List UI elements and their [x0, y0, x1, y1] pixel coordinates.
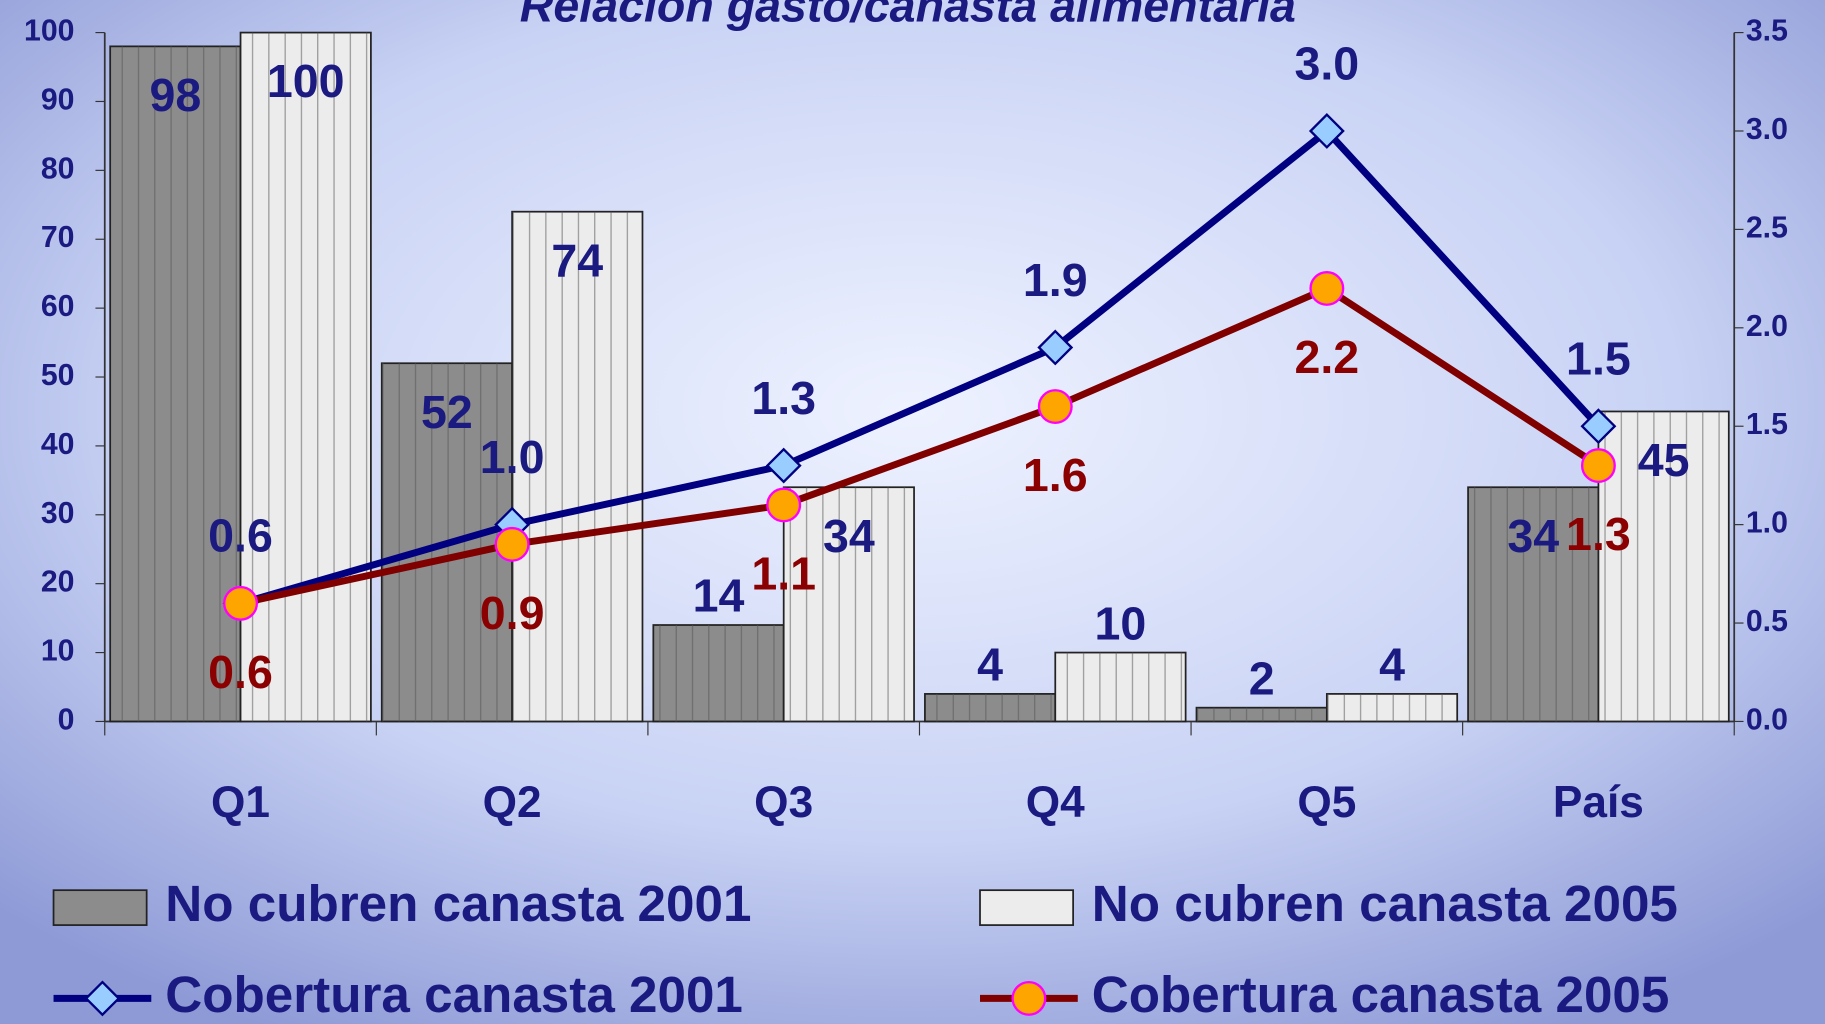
- line-label: 0.6: [208, 646, 273, 698]
- bar-label: 34: [823, 510, 875, 562]
- bar-label: 34: [1507, 510, 1559, 562]
- bar-label: 4: [1379, 639, 1405, 691]
- y2-tick-label: 1.0: [1746, 507, 1788, 540]
- y2-tick-label: 2.5: [1746, 211, 1788, 244]
- y2-tick-label: 3.5: [1746, 15, 1788, 48]
- x-tick-label: Q3: [754, 778, 813, 827]
- y-tick-label: 50: [41, 359, 75, 392]
- y-tick-label: 90: [41, 83, 75, 116]
- line-label: 1.0: [480, 431, 545, 483]
- bar-label: 45: [1638, 434, 1690, 486]
- bar-pattern: [1196, 707, 1327, 722]
- bar-pattern: [653, 625, 784, 722]
- y-tick-label: 40: [41, 428, 75, 461]
- line-marker: [765, 447, 802, 484]
- line-label: 1.3: [751, 372, 816, 424]
- y2-tick-label: 0.5: [1746, 605, 1788, 638]
- y-tick-label: 100: [24, 15, 74, 48]
- legend-swatch: [52, 889, 148, 926]
- x-tick-label: País: [1553, 778, 1644, 827]
- bar-pattern: [924, 693, 1056, 722]
- line-marker: [1037, 389, 1073, 424]
- line-marker: [1037, 329, 1074, 366]
- bar: [924, 693, 1057, 723]
- bar: [1195, 706, 1328, 723]
- line-label: 1.5: [1566, 333, 1631, 385]
- line-label: 0.6: [208, 510, 273, 562]
- bar-pattern: [512, 211, 643, 722]
- bar-label: 4: [977, 639, 1003, 691]
- bar: [1467, 486, 1600, 723]
- bar-pattern: [110, 46, 241, 722]
- bar: [1325, 693, 1459, 723]
- legend-label: Cobertura canasta 2001: [165, 966, 743, 1023]
- x-tick-label: Q2: [483, 778, 542, 827]
- bar-label: 10: [1095, 597, 1147, 649]
- x-tick-label: Q1: [211, 778, 270, 827]
- bar: [239, 31, 372, 723]
- legend-label: Cobertura canasta 2005: [1092, 966, 1670, 1023]
- bar-pattern: [240, 32, 371, 722]
- line: [239, 126, 1601, 607]
- line-marker: [223, 585, 258, 621]
- y2-tick-label: 2.0: [1746, 310, 1788, 343]
- bar-label: 74: [551, 234, 603, 286]
- bar: [1054, 651, 1187, 723]
- bar: [652, 624, 785, 723]
- bar-label: 2: [1249, 652, 1275, 704]
- bar-label: 100: [267, 55, 345, 107]
- line-marker: [1011, 980, 1047, 1016]
- y2-tick-label: 1.5: [1746, 408, 1788, 441]
- line-marker: [766, 487, 802, 523]
- y2-tick-label: 0.0: [1746, 703, 1788, 736]
- line-label: 1.9: [1023, 254, 1088, 306]
- y2-tick-label: 3.0: [1746, 113, 1788, 146]
- x-tick-label: Q5: [1297, 778, 1356, 827]
- bar-pattern: [783, 487, 915, 722]
- bar-pattern: [1598, 411, 1729, 722]
- y-tick-label: 10: [41, 635, 75, 668]
- line-label: 1.3: [1566, 508, 1631, 560]
- bar-label: 52: [421, 386, 473, 438]
- bar: [109, 45, 242, 723]
- chart-title: Relación gasto/canasta alimentaria: [520, 0, 1296, 32]
- line-marker: [1309, 270, 1345, 306]
- bar-pattern: [1468, 487, 1599, 722]
- y-tick-label: 0: [58, 703, 75, 736]
- x-tick-label: Q4: [1026, 778, 1085, 827]
- bar-pattern: [1326, 693, 1458, 722]
- line-label: 3.0: [1294, 37, 1359, 89]
- y-tick-label: 80: [41, 152, 75, 185]
- legend-label: No cubren canasta 2001: [165, 875, 751, 932]
- legend-swatch: [979, 889, 1074, 926]
- bar: [782, 486, 915, 723]
- line-label: 2.2: [1294, 331, 1359, 383]
- line-marker: [1308, 113, 1345, 149]
- y-tick-label: 60: [41, 290, 75, 323]
- line-marker: [494, 526, 530, 562]
- line-marker: [1580, 408, 1617, 445]
- line-label: 1.6: [1023, 449, 1088, 501]
- y-tick-label: 70: [41, 221, 75, 254]
- line-label: 0.9: [480, 587, 545, 639]
- bar-pattern: [1055, 652, 1186, 722]
- y-tick-label: 20: [41, 566, 75, 599]
- line: [239, 284, 1601, 607]
- line-label: 1.1: [751, 547, 816, 599]
- legend-label: No cubren canasta 2005: [1092, 875, 1678, 932]
- bar-label: 14: [693, 570, 745, 622]
- line-marker: [1580, 448, 1616, 484]
- bar: [511, 210, 644, 723]
- y-tick-label: 30: [41, 497, 75, 530]
- bar: [1597, 410, 1730, 723]
- line-marker: [84, 980, 121, 1017]
- bar-label: 98: [149, 69, 201, 121]
